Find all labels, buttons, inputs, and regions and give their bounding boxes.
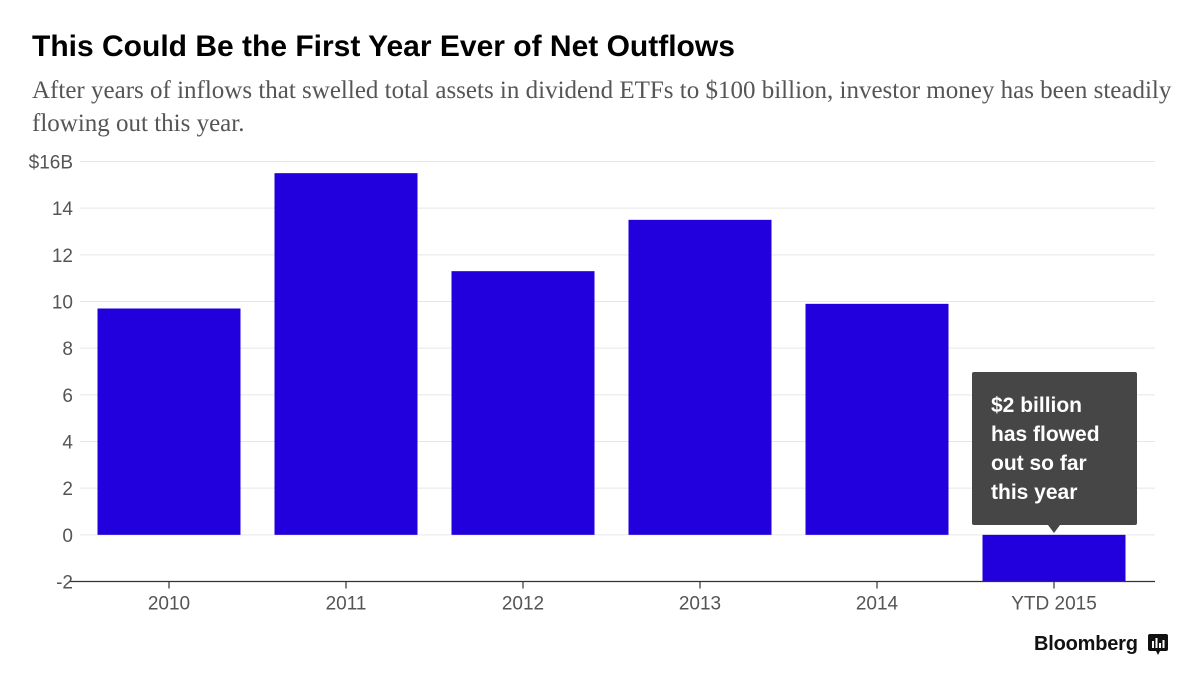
y-tick-label: $16B xyxy=(29,153,73,174)
y-tick-label: 12 xyxy=(52,246,73,267)
chart-title: This Could Be the First Year Ever of Net… xyxy=(32,30,735,63)
y-tick-label: 0 xyxy=(62,526,73,547)
y-axis: $16B 14 12 10 8 6 4 2 0 -2 xyxy=(29,153,74,594)
bloomberg-terminal-icon xyxy=(1147,634,1168,655)
x-tick-label: 2012 xyxy=(502,594,544,615)
gridlines xyxy=(80,161,1155,536)
x-tick-label: 2011 xyxy=(326,594,367,615)
bar xyxy=(97,308,241,535)
tooltip-box: $2 billion has flowed out so far this year xyxy=(972,372,1137,533)
chart-subtitle: After years of inflows that swelled tota… xyxy=(32,77,1172,137)
annotation-text: $2 billion xyxy=(991,394,1082,417)
bar xyxy=(628,219,772,535)
bar xyxy=(805,303,949,535)
bar xyxy=(982,534,1126,582)
x-tick-label: YTD 2015 xyxy=(1011,594,1097,615)
y-tick-label: 4 xyxy=(62,433,73,454)
x-tick-label: 2010 xyxy=(148,594,190,615)
annotation-text: has flowed xyxy=(991,423,1100,446)
x-axis: 2010 2011 2012 2013 2014 YTD 2015 xyxy=(148,581,1097,615)
annotation-text: out so far xyxy=(991,452,1087,475)
y-tick-label: 2 xyxy=(62,479,73,500)
y-tick-label: 10 xyxy=(52,293,73,314)
brand-logo: Bloomberg xyxy=(1034,632,1168,656)
x-tick-label: 2014 xyxy=(856,594,899,615)
x-tick-label: 2013 xyxy=(679,594,721,615)
y-tick-label: -2 xyxy=(56,573,73,594)
bars xyxy=(97,173,1126,582)
y-tick-label: 14 xyxy=(52,199,74,220)
bar xyxy=(451,271,595,535)
annotation-text: this year xyxy=(991,481,1077,504)
annotation-callout: $2 billion has flowed out so far this year xyxy=(972,372,1137,533)
y-tick-label: 8 xyxy=(62,339,73,360)
y-tick-label: 6 xyxy=(62,386,73,407)
bar xyxy=(274,173,418,535)
brand-name: Bloomberg xyxy=(1034,632,1138,655)
